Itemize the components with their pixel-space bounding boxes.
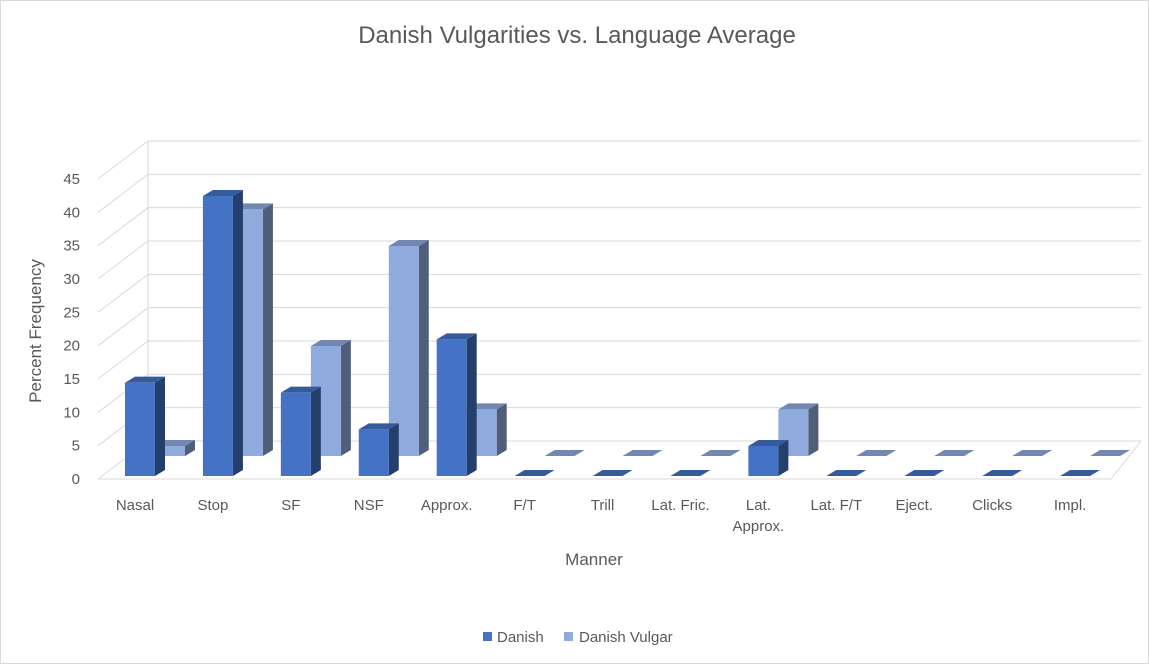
chart-bars [125,190,1131,476]
x-tick-label: Eject. [895,497,933,514]
gridline [97,140,1141,180]
x-tick-label: Trill [591,497,615,514]
y-tick-label: 10 [63,404,80,421]
bar-danish-vulgar [1012,450,1053,456]
bar-danish-vulgar [388,240,429,456]
x-tick-label: SF [281,497,300,514]
bar-danish [125,376,165,476]
chart-title: Danish Vulgarities vs. Language Average [358,22,796,49]
legend-swatch [564,632,573,641]
legend-item: Danish Vulgar [564,629,673,646]
bar-danish [1060,470,1101,476]
x-tick-label: NSF [354,497,384,514]
bar-danish-vulgar [700,450,741,456]
bar-danish [280,386,321,476]
bar-danish [670,470,711,476]
x-tick-label: Impl. [1054,497,1087,514]
bar-danish [358,423,399,476]
legend-item: Danish [483,629,544,646]
bar-danish-vulgar [544,450,585,456]
y-tick-label: 15 [63,371,80,388]
bar-danish-vulgar [856,450,897,456]
x-tick-label: Lat. F/T [810,497,862,514]
bar-danish [904,470,945,476]
y-tick-label: 35 [63,238,80,255]
y-axis-label: Percent Frequency [26,259,45,403]
y-tick-label: 30 [63,271,80,288]
x-tick-label: Lat. Fric. [651,497,709,514]
x-axis-label: Manner [565,550,623,569]
legend-swatch [483,632,492,641]
bar-danish [982,470,1023,476]
y-tick-label: 25 [63,304,80,321]
x-tick-label: Lat. Approx. [733,497,785,535]
y-axis-ticks: 0 5 10 15 20 25 30 35 40 45 [63,171,80,488]
bar-danish [748,440,789,476]
floor-edge [98,440,1142,480]
bar-danish [436,333,477,476]
x-tick-label: Nasal [116,497,154,514]
bar-danish-vulgar [622,450,663,456]
y-tick-label: 40 [63,204,80,221]
x-tick-label: F/T [513,497,536,514]
y-tick-label: 20 [63,338,80,355]
legend-label: Danish [497,629,544,646]
bar-danish-vulgar [934,450,975,456]
bar-danish [202,190,243,476]
x-tick-label: Approx. [421,497,473,514]
chart-legend: Danish Danish Vulgar [483,629,673,646]
x-tick-label: Clicks [972,497,1012,514]
bar-danish [826,470,867,476]
legend-label: Danish Vulgar [579,629,673,646]
bar-danish [514,470,555,476]
y-tick-label: 5 [72,438,80,455]
y-tick-label: 45 [63,171,80,188]
bar-danish-vulgar [310,340,351,456]
bar-danish [592,470,633,476]
x-axis-ticks: Nasal Stop SF NSF Approx. F/T Trill Lat. Fric. L… [116,497,1087,535]
bar-danish-vulgar [1090,450,1131,456]
y-tick-label: 0 [72,471,80,488]
x-tick-label: Stop [197,497,228,514]
